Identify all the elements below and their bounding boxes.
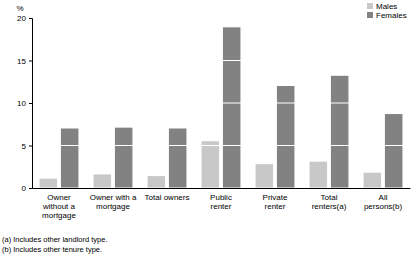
tick-label-line: All	[379, 193, 388, 202]
axis-title: %	[16, 4, 23, 13]
legend-swatch	[367, 3, 373, 9]
x-axis: Ownerwithout amortgageOwner with amortga…	[33, 188, 411, 220]
tick-label: Total owners	[145, 193, 190, 202]
bar	[40, 179, 58, 188]
tick: 0	[22, 184, 32, 193]
tick: 5	[22, 142, 32, 151]
tick-label: Owner with amortgage	[90, 193, 137, 211]
bar	[94, 174, 112, 188]
footnote: (a) Includes other landlord type.	[2, 235, 107, 244]
tick-label-line: Private	[263, 193, 288, 202]
legend-swatch	[367, 12, 373, 18]
tick-label-line: Public	[210, 193, 232, 202]
tick-mark	[29, 18, 32, 19]
grid-line	[32, 145, 410, 146]
tick-label-line: persons(b)	[364, 202, 403, 211]
tick-label-line: without a	[42, 202, 76, 211]
tick-label: Privaterenter	[263, 193, 288, 211]
tick-label-line: renter	[211, 202, 232, 211]
tick-label: Totalrenters(a)	[312, 193, 347, 211]
legend: MalesFemales	[367, 2, 407, 20]
tick-label-line: Owner	[47, 193, 71, 202]
grid-line	[32, 103, 410, 104]
tick-mark	[29, 146, 32, 147]
tick: Totalrenters(a)	[312, 188, 347, 211]
tick-label: 15	[17, 57, 26, 66]
y-axis: 0 5 10 15 20	[17, 14, 32, 193]
tick-label-line: Owner with a	[90, 193, 137, 202]
bar	[61, 129, 79, 189]
tick: 20	[17, 14, 32, 23]
tick-label: 10	[17, 99, 26, 108]
bar	[115, 128, 133, 188]
tick: Total owners	[145, 188, 190, 202]
axis-line	[29, 19, 33, 189]
tick: Privaterenter	[263, 188, 288, 211]
bars	[40, 27, 403, 188]
bar	[364, 173, 382, 188]
tick: 15	[17, 57, 32, 66]
bar	[256, 164, 274, 188]
bar	[169, 129, 187, 189]
tick-label: 0	[22, 184, 27, 193]
legend-label: Females	[376, 11, 407, 20]
tick-label-line: Total owners	[145, 193, 190, 202]
bar	[223, 27, 241, 188]
tick-label-line: renter	[265, 202, 286, 211]
axis-line	[33, 188, 411, 189]
tick: Allpersons(b)	[364, 188, 403, 211]
tick-mark	[29, 188, 32, 189]
grid-line	[32, 60, 410, 61]
bar	[202, 141, 220, 188]
grid-line	[32, 18, 410, 19]
bar	[310, 162, 328, 188]
grid	[32, 18, 410, 188]
tick: Owner with amortgage	[90, 188, 137, 211]
tick: Publicrenter	[210, 188, 232, 211]
bar	[277, 86, 295, 188]
tick-mark	[29, 103, 32, 104]
tick: 10	[17, 99, 32, 108]
tick-label: Ownerwithout amortgage	[42, 193, 76, 220]
chart: 05101520%Ownerwithout amortgageOwner wit…	[0, 0, 416, 265]
tick-label: 5	[22, 142, 27, 151]
tick-mark	[29, 61, 32, 62]
tick-label: Publicrenter	[210, 193, 232, 211]
tick-label-line: mortgage	[42, 211, 76, 220]
tick-label-line: renters(a)	[312, 202, 347, 211]
tick-label: Allpersons(b)	[364, 193, 403, 211]
tick: Ownerwithout amortgage	[42, 188, 76, 220]
tick-label-line: mortgage	[96, 202, 130, 211]
tick-label-line: Total	[321, 193, 338, 202]
footnote: (b) Includes other tenure type.	[2, 245, 102, 254]
bar	[148, 176, 166, 188]
bar	[385, 114, 403, 188]
grid-line	[32, 188, 410, 189]
legend-label: Males	[376, 2, 397, 11]
bar	[331, 76, 349, 188]
tick-label: 20	[17, 14, 26, 23]
